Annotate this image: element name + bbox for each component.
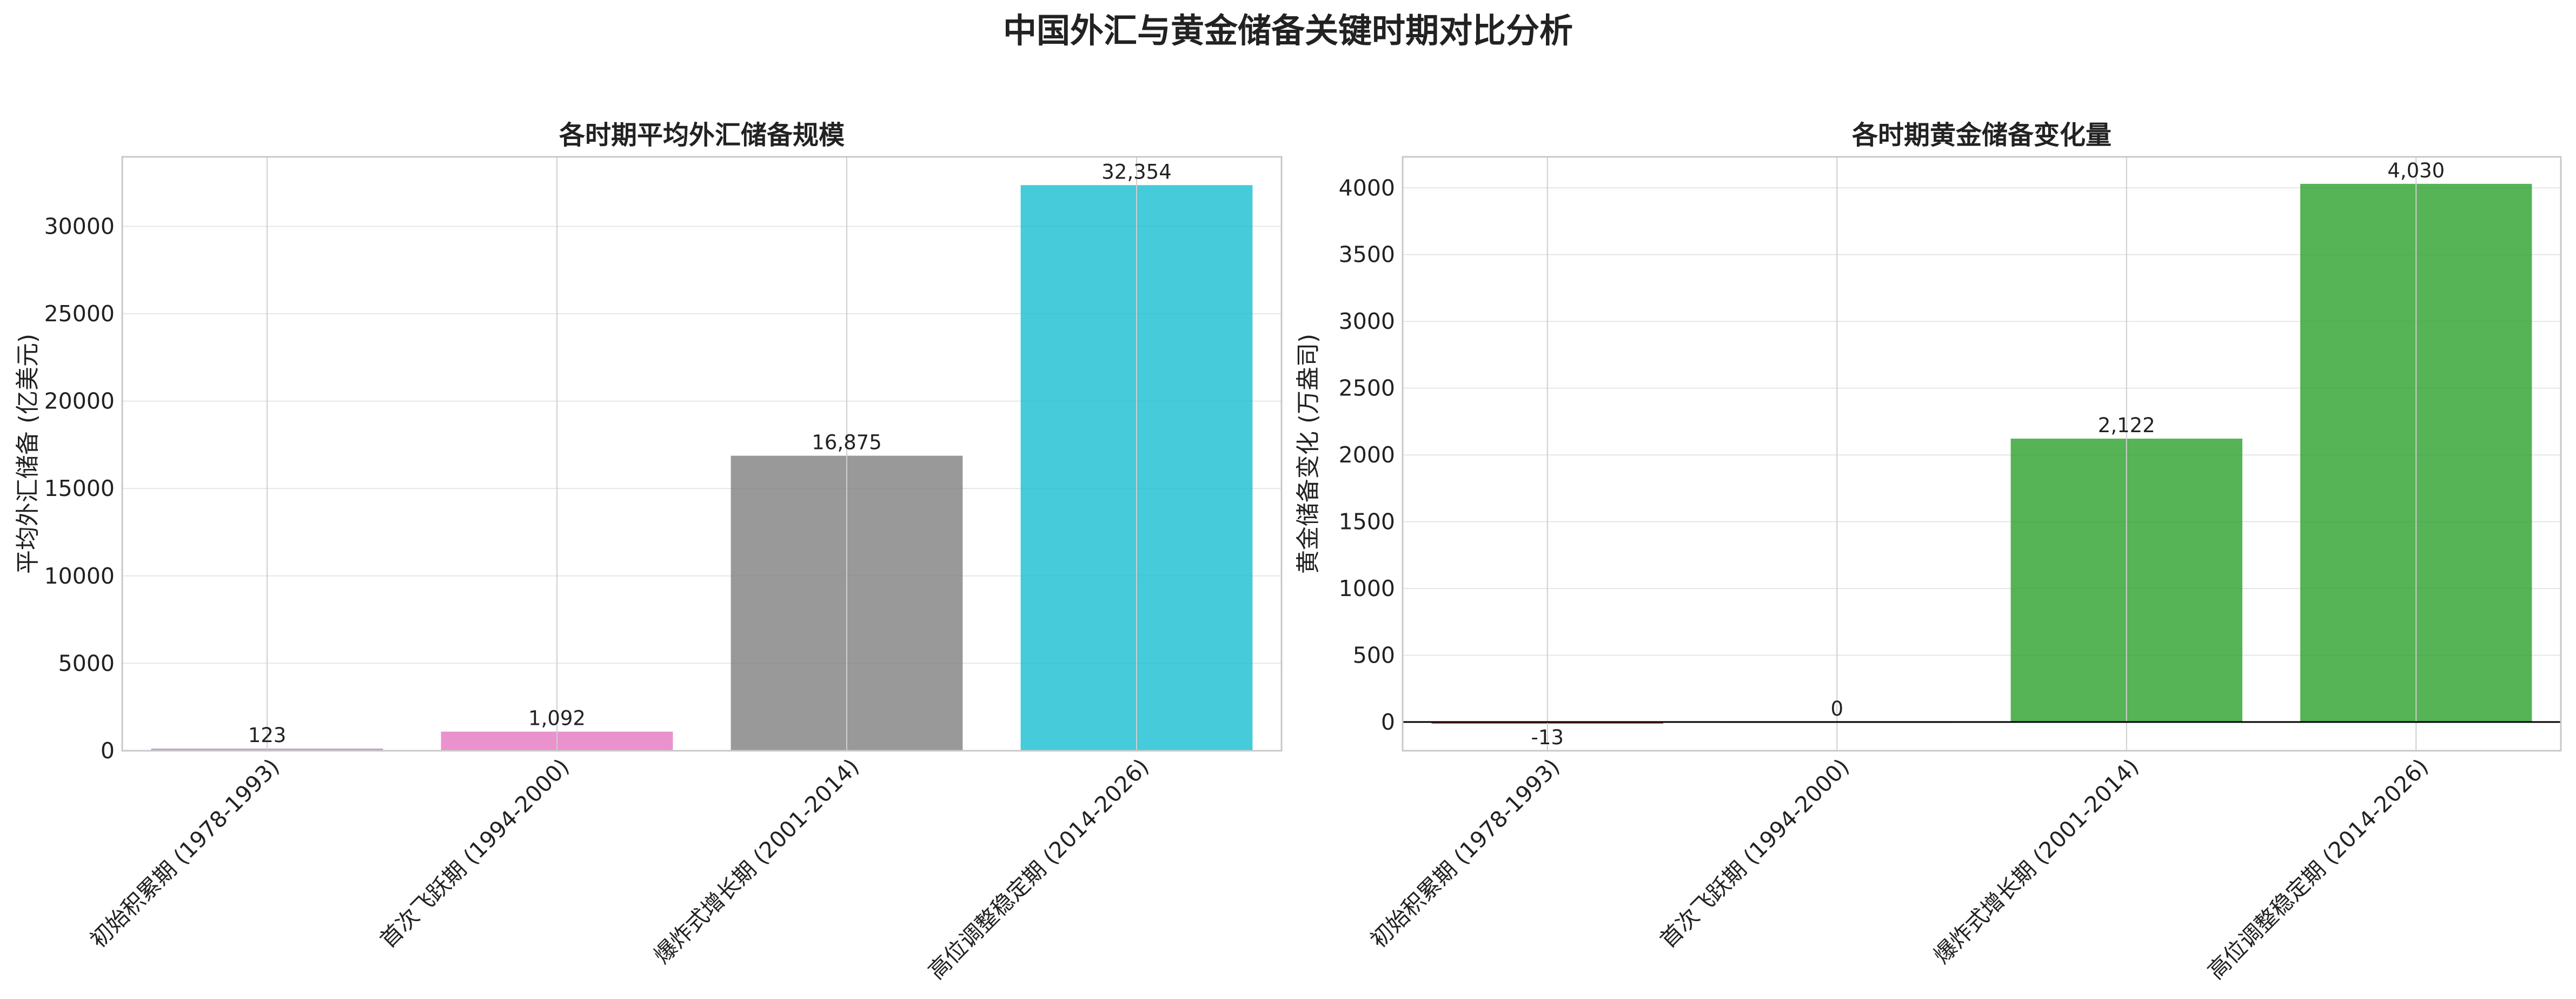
y-tick-label: 1000 xyxy=(1339,575,1395,601)
x-tick-label: 初始积累期 (1978-1993) xyxy=(1365,753,1565,953)
y-tick-label: 2500 xyxy=(1339,375,1395,401)
y-axis-label: 平均外汇储备 (亿美元) xyxy=(14,334,42,574)
y-tick-label: 25000 xyxy=(44,301,115,327)
x-tick-label: 高位调整稳定期 (2014-2026) xyxy=(2203,753,2434,984)
y-tick-label: 4000 xyxy=(1339,175,1395,201)
y-tick-label: 500 xyxy=(1353,642,1395,668)
data-label: 32,354 xyxy=(1101,160,1171,183)
y-tick-label: 30000 xyxy=(44,213,115,239)
y-tick-label: 5000 xyxy=(58,650,115,676)
chart-panel-1: 123 1,092 16,875 32,354 0 5000 10000 15000 20000… xyxy=(14,120,1283,984)
data-label: 0 xyxy=(1830,697,1843,720)
x-tick-label: 爆炸式增长期 (2001-2014) xyxy=(1929,753,2144,969)
y-tick-label: 0 xyxy=(1381,709,1395,735)
plot-frame xyxy=(121,156,1283,752)
data-label: 123 xyxy=(248,724,287,747)
y-tick-label: 15000 xyxy=(44,475,115,501)
chart-panels: 1231,09216,87532,35405000100001500020000… xyxy=(14,120,2562,984)
x-tick-label: 初始积累期 (1978-1993) xyxy=(85,753,284,953)
data-label: 1,092 xyxy=(528,707,586,730)
data-label: 16,875 xyxy=(812,431,881,454)
x-tick-label: 首次飞跃期 (1994-2000) xyxy=(375,753,574,953)
data-label: 4,030 xyxy=(2387,159,2445,182)
y-axis-label: 黄金储备变化 (万盎司) xyxy=(1294,334,1322,574)
x-tick-label: 首次飞跃期 (1994-2000) xyxy=(1655,753,1855,953)
plot-frame xyxy=(1402,156,2562,752)
x-tick-label: 高位调整稳定期 (2014-2026) xyxy=(923,753,1154,984)
chart-title: 各时期黄金储备变化量 xyxy=(1852,120,2112,150)
y-tick-label: 20000 xyxy=(44,388,115,414)
chart-title: 各时期平均外汇储备规模 xyxy=(559,120,845,150)
y-tick-label: 10000 xyxy=(44,563,115,589)
y-tick-label: 3500 xyxy=(1339,242,1395,268)
y-tick-label: 1500 xyxy=(1339,509,1395,535)
figure-title: 中国外汇与黄金储备关键时期对比分析 xyxy=(1003,11,1573,50)
y-tick-label: 0 xyxy=(101,738,115,764)
data-label: -13 xyxy=(1531,726,1564,749)
data-label: 2,122 xyxy=(2098,414,2155,437)
y-tick-label: 3000 xyxy=(1339,308,1395,334)
y-tick-label: 2000 xyxy=(1339,442,1395,468)
chart-panel-2: -13 0 2,122 4,030 0 500 1000 1500 2000 2500 3000 35… xyxy=(1294,120,2562,984)
x-tick-label: 爆炸式增长期 (2001-2014) xyxy=(649,753,864,969)
